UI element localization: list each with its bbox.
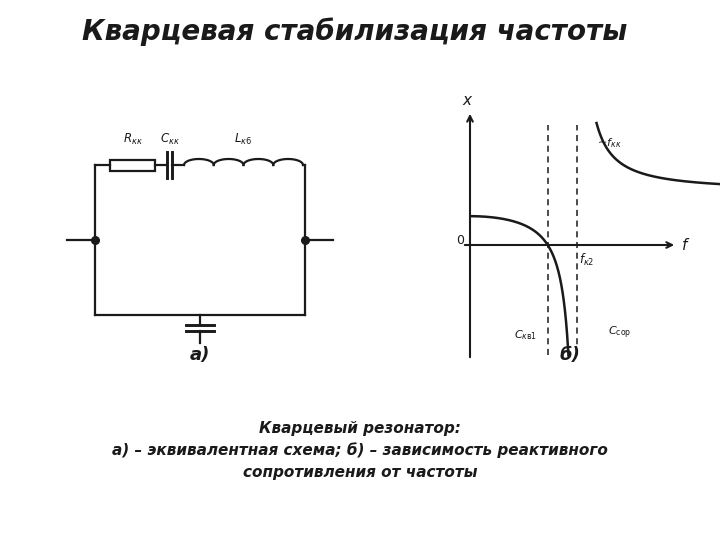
Text: а) – эквивалентная схема; б) – зависимость реактивного: а) – эквивалентная схема; б) – зависимос… [112, 442, 608, 458]
Text: $\sim\! f_{\kappa\kappa}$: $\sim\! f_{\kappa\kappa}$ [595, 136, 622, 150]
Text: $C_{\kappa\kappa}$: $C_{\kappa\kappa}$ [160, 132, 179, 147]
Text: $C_{\kappa\text{в1}}$: $C_{\kappa\text{в1}}$ [514, 328, 537, 342]
Text: $f_{\kappa 2}$: $f_{\kappa 2}$ [580, 252, 595, 268]
Text: сопротивления от частоты: сопротивления от частоты [243, 464, 477, 480]
Text: 0: 0 [456, 234, 464, 247]
Text: Кварцевая стабилизация частоты: Кварцевая стабилизация частоты [82, 18, 628, 46]
Text: $f$: $f$ [681, 237, 690, 253]
Text: $R_{\kappa\kappa}$: $R_{\kappa\kappa}$ [122, 132, 143, 147]
Text: $C_{\text{сор}}$: $C_{\text{сор}}$ [608, 325, 631, 341]
Text: б): б) [559, 346, 580, 364]
Text: $L_{\kappa 6}$: $L_{\kappa 6}$ [235, 132, 253, 147]
Bar [110, 159, 155, 171]
Text: $x$: $x$ [462, 93, 474, 108]
Text: Кварцевый резонатор:: Кварцевый резонатор: [259, 421, 461, 435]
Text: а): а) [190, 346, 210, 364]
